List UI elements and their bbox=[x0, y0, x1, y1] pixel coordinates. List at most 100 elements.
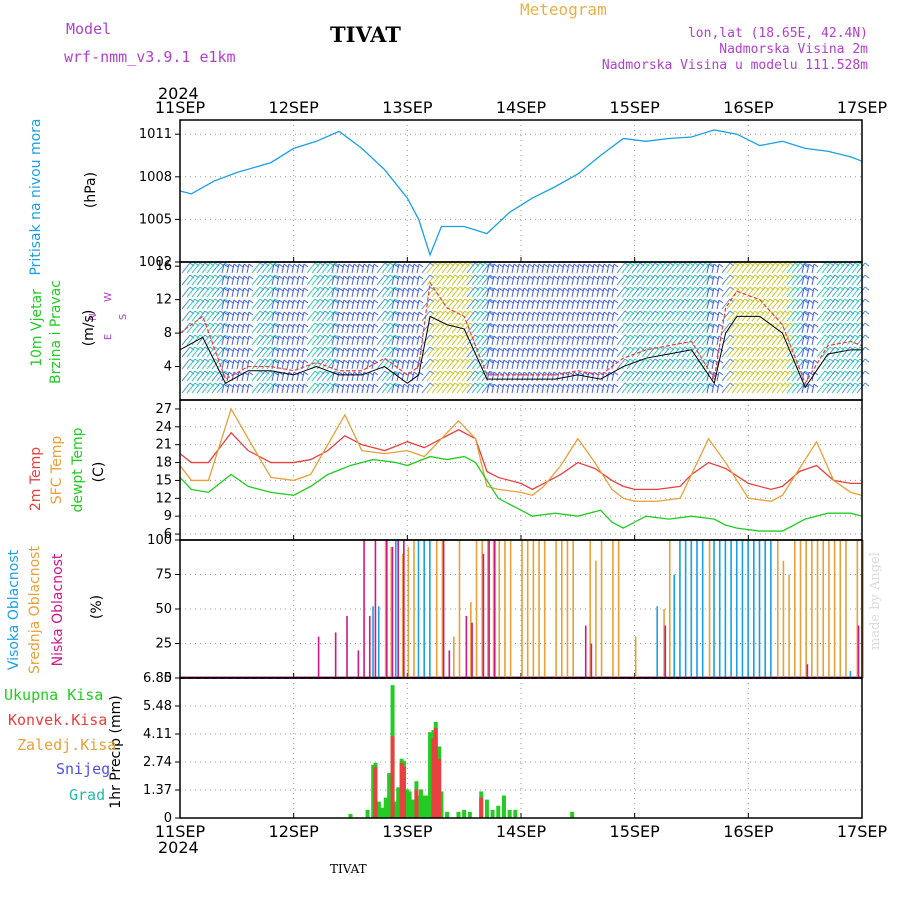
wind-barb bbox=[381, 370, 391, 382]
wind-barb bbox=[836, 358, 846, 370]
wind-barb bbox=[311, 298, 321, 310]
wind-barb bbox=[241, 299, 245, 310]
wind-barb-flag bbox=[493, 287, 499, 292]
wind-barb bbox=[811, 347, 815, 358]
cloud-bar-high bbox=[753, 540, 755, 678]
wind-barb bbox=[726, 262, 736, 274]
wind-barb bbox=[756, 322, 766, 334]
wind-barb-flag bbox=[393, 323, 399, 328]
wind-barb-flag bbox=[393, 383, 399, 388]
wind-barb bbox=[611, 335, 615, 346]
wind-barb bbox=[181, 382, 191, 394]
wind-barb bbox=[596, 299, 600, 310]
wind-barb bbox=[656, 274, 666, 286]
wind-barb bbox=[231, 299, 235, 310]
wind-barb-flag bbox=[523, 335, 529, 340]
wind-barb bbox=[751, 298, 761, 310]
wind-barb-flag bbox=[713, 299, 719, 304]
wind-barb-flag bbox=[523, 263, 529, 268]
wind-barb bbox=[466, 286, 476, 298]
wind-barb bbox=[181, 274, 191, 286]
wind-barb-flag bbox=[353, 323, 359, 328]
wind-barb bbox=[376, 286, 386, 298]
wind-barb bbox=[846, 346, 856, 358]
wind-barb bbox=[486, 383, 490, 394]
wind-barb bbox=[776, 286, 786, 298]
wind-barb-flag bbox=[543, 347, 549, 352]
temp-line-2m bbox=[179, 429, 862, 491]
wind-barb bbox=[731, 286, 741, 298]
wind-barb-flag bbox=[503, 299, 509, 304]
wind-barb-flag bbox=[523, 359, 529, 364]
wind-barb bbox=[551, 287, 555, 298]
wind-barb-flag bbox=[338, 311, 344, 316]
wind-barb-flag bbox=[343, 359, 349, 364]
wind-barb bbox=[461, 334, 471, 346]
wind-barb-flag bbox=[518, 323, 524, 328]
cloud-bar-mid bbox=[572, 540, 574, 678]
wind-barb-flag bbox=[408, 287, 414, 292]
ytick-label: 0 bbox=[164, 671, 172, 686]
wind-barb bbox=[741, 346, 751, 358]
wind-barb bbox=[281, 347, 285, 358]
wind-barb bbox=[791, 346, 801, 358]
wind-barb bbox=[571, 287, 575, 298]
wind-barb-flag bbox=[228, 311, 234, 316]
wind-barb bbox=[821, 370, 831, 382]
wind-barb-flag bbox=[353, 347, 359, 352]
wind-barb bbox=[291, 359, 295, 370]
cloud-bar-high bbox=[372, 606, 374, 678]
wind-barb-flag bbox=[343, 323, 349, 328]
wind-barb bbox=[191, 298, 201, 310]
precip-bar-conv bbox=[433, 728, 438, 818]
wind-barb bbox=[366, 347, 370, 358]
wind-barb bbox=[496, 347, 500, 358]
wind-barb-flag bbox=[273, 323, 279, 328]
wind-barb-flag bbox=[418, 275, 424, 280]
temp-line-sfc bbox=[179, 407, 863, 502]
wind-barb bbox=[186, 382, 196, 394]
wind-barb-flag bbox=[298, 311, 304, 316]
wind-barb bbox=[696, 274, 706, 286]
wind-barb-flag bbox=[563, 335, 569, 340]
wind-barb bbox=[741, 334, 751, 346]
wind-barb bbox=[531, 263, 535, 274]
wind-barb bbox=[831, 298, 841, 310]
wind-barb bbox=[396, 287, 400, 298]
wind-barb-flag bbox=[528, 347, 534, 352]
wind-barb-flag bbox=[343, 383, 349, 388]
wind-barb bbox=[276, 347, 280, 358]
wind-barb bbox=[686, 334, 696, 346]
date-label-top: 12SEP bbox=[269, 98, 320, 117]
wind-barb-flag bbox=[583, 323, 589, 328]
wind-barb bbox=[771, 382, 781, 394]
wind-barb bbox=[226, 335, 230, 346]
wind-barb bbox=[586, 311, 590, 322]
ylabel-cloud-high: Visoka Oblacnost bbox=[6, 549, 22, 670]
wind-barb bbox=[546, 383, 550, 394]
wind-barb-flag bbox=[343, 311, 349, 316]
cloud-bar-mid bbox=[845, 540, 847, 678]
wind-barb bbox=[771, 286, 781, 298]
wind-barb bbox=[241, 275, 245, 286]
wind-barb bbox=[631, 370, 641, 382]
wind-barb-flag bbox=[498, 359, 504, 364]
wind-barb-flag bbox=[223, 323, 229, 328]
wind-barb bbox=[296, 347, 300, 358]
wind-barb-flag bbox=[568, 335, 574, 340]
wind-barb bbox=[186, 310, 196, 322]
cloud-bar-mid bbox=[794, 540, 796, 678]
wind-barb-flag bbox=[338, 359, 344, 364]
wind-barb-flag bbox=[238, 311, 244, 316]
wind-barb bbox=[241, 347, 245, 358]
wind-barb bbox=[241, 323, 245, 334]
wind-barb bbox=[791, 298, 801, 310]
wind-barb bbox=[586, 299, 590, 310]
wind-barb bbox=[251, 298, 261, 310]
precip-bar-total bbox=[507, 809, 512, 818]
wind-barb bbox=[406, 335, 410, 346]
wind-barb-flag bbox=[373, 371, 379, 376]
wind-barb bbox=[801, 335, 805, 346]
wind-barb-flag bbox=[278, 299, 284, 304]
wind-barb bbox=[256, 358, 266, 370]
